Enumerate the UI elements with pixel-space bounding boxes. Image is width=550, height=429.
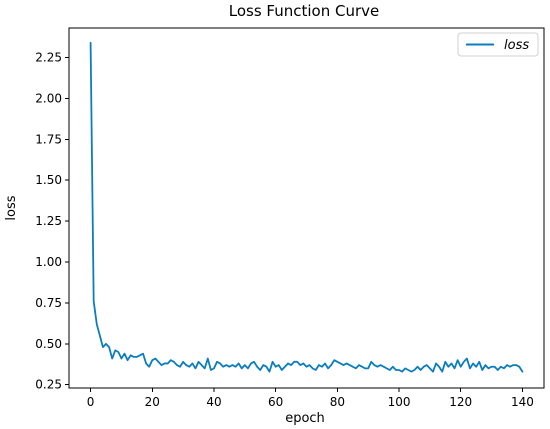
plot-frame <box>68 27 545 389</box>
x-tick-label: 0 <box>87 395 95 409</box>
y-tick-label: 0.75 <box>35 296 62 310</box>
x-axis: 0 20 40 60 80 100 120 140 <box>87 388 534 409</box>
plot-area <box>68 27 545 389</box>
y-tick-label: 0.50 <box>35 337 62 351</box>
legend-box <box>457 32 539 57</box>
x-tick-label: 100 <box>388 395 411 409</box>
y-tick-label: 1.75 <box>35 132 62 146</box>
y-tick-label: 1.25 <box>35 214 62 228</box>
series-layer <box>89 41 524 373</box>
y-tick-label: 0.25 <box>35 378 62 392</box>
legend: loss <box>457 32 539 57</box>
y-tick-label: 1.00 <box>35 255 62 269</box>
legend-label-loss: loss <box>504 38 529 53</box>
x-tick-label: 40 <box>206 395 221 409</box>
y-axis: 0.25 0.50 0.75 1.00 1.25 1.50 1.75 2.00 2.25 <box>35 50 69 392</box>
y-tick-label: 2.00 <box>35 91 62 105</box>
y-tick-label: 2.25 <box>35 50 62 64</box>
y-axis-label: loss <box>4 195 19 220</box>
chart-title: Loss Function Curve <box>229 2 380 20</box>
x-axis-label: epoch <box>285 411 325 426</box>
x-tick-label: 80 <box>330 395 345 409</box>
x-tick-label: 140 <box>511 395 534 409</box>
y-tick-label: 1.50 <box>35 173 62 187</box>
x-tick-label: 60 <box>268 395 283 409</box>
x-tick-label: 120 <box>449 395 472 409</box>
series-line-loss <box>89 41 524 373</box>
x-tick-label: 20 <box>145 395 160 409</box>
